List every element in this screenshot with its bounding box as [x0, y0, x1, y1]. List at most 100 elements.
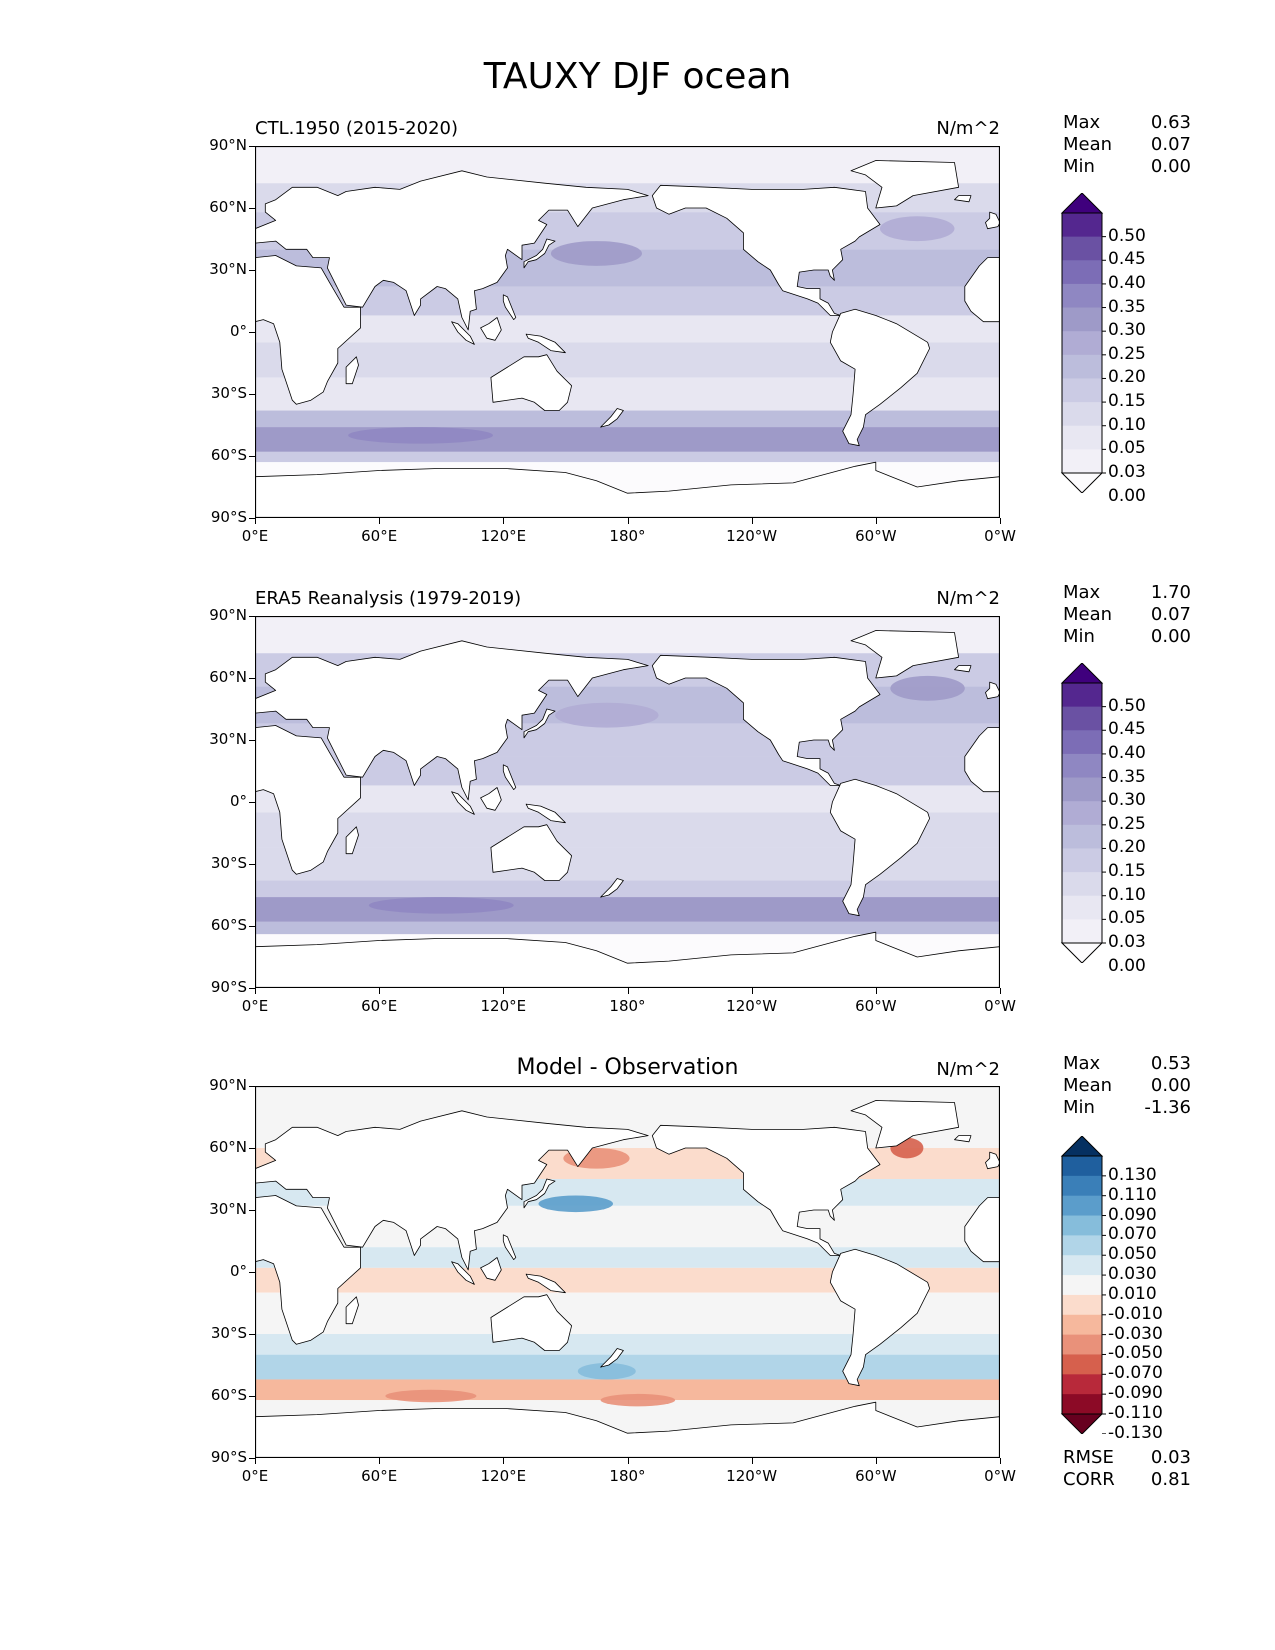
x-tick-label: 0°E	[241, 527, 269, 545]
figure-title: TAUXY DJF ocean	[483, 56, 792, 97]
colorbar-segment	[1062, 1294, 1102, 1316]
colorbar-extend-max	[1060, 663, 1104, 684]
land-south-america	[829, 1248, 930, 1387]
colorbar-svg	[1060, 663, 1106, 963]
colorbar-segment	[1062, 1314, 1102, 1336]
y-tick-label: 90°N	[209, 1076, 247, 1094]
panel-units: N/m^2	[936, 118, 1000, 139]
colorbar-label: 0.05	[1108, 438, 1146, 459]
land-africa	[255, 725, 361, 875]
land-uk	[985, 1151, 1000, 1170]
land-south-america	[829, 778, 930, 917]
land-iceland	[954, 195, 972, 203]
colorbar-label: 0.35	[1108, 766, 1146, 787]
colorbar-label: -0.130	[1108, 1422, 1163, 1443]
y-tick-label: 0°	[229, 792, 247, 810]
y-tick	[249, 1148, 255, 1149]
colorbar-label: 0.20	[1108, 367, 1146, 388]
colorbar-label: -0.070	[1108, 1363, 1163, 1384]
y-tick	[249, 518, 255, 519]
land-africa-west	[964, 727, 1000, 793]
x-tick-label: 180°	[609, 997, 646, 1015]
colorbar-frame	[1061, 682, 1103, 944]
land-japan	[523, 708, 556, 739]
colorbar-label: 0.050	[1108, 1244, 1157, 1265]
colorbar-segment	[1062, 1215, 1102, 1236]
colorbar-label: -0.090	[1108, 1383, 1163, 1404]
y-tick-label: 30°N	[209, 730, 247, 748]
colorbar-label: 0.40	[1108, 742, 1146, 763]
y-tick	[249, 270, 255, 271]
stat-min: Min -1.36	[1063, 1097, 1191, 1118]
field-band	[255, 756, 1000, 786]
y-tick	[249, 740, 255, 741]
x-tick-label: 60°E	[361, 527, 398, 545]
x-tick-label: 60°E	[361, 997, 398, 1015]
x-tick-label: 60°W	[855, 1467, 897, 1485]
colorbar-segment	[1062, 236, 1102, 261]
y-tick	[249, 394, 255, 395]
y-tick-label: 30°S	[210, 384, 247, 402]
x-tick	[751, 518, 753, 524]
x-tick-label: 180°	[609, 1467, 646, 1485]
colorbar-segment	[1062, 824, 1102, 849]
x-tick	[379, 988, 381, 994]
colorbar-label: 0.05	[1108, 908, 1146, 929]
x-tick-label: 120°E	[480, 997, 527, 1015]
x-tick	[875, 1458, 877, 1464]
coastlines	[255, 1100, 1000, 1458]
field-feature	[879, 216, 955, 242]
y-tick-label: 90°S	[210, 508, 247, 526]
land-new-zealand	[600, 1348, 624, 1368]
colorbar-label: 0.35	[1108, 296, 1146, 317]
colorbar-segment	[1062, 449, 1102, 474]
colorbar-label: 0.25	[1108, 813, 1146, 834]
colorbar-extend-min	[1060, 472, 1104, 493]
colorbar-extend-max	[1060, 193, 1104, 214]
x-tick	[1000, 1458, 1001, 1464]
panel-units: N/m^2	[936, 1059, 1000, 1080]
x-tick-label: 120°E	[480, 527, 527, 545]
x-tick-label: 0°E	[241, 997, 269, 1015]
colorbar-segment	[1062, 730, 1102, 755]
colorbar-label: 0.50	[1108, 695, 1146, 716]
colorbar-segment	[1062, 1394, 1102, 1415]
x-tick	[875, 988, 877, 994]
y-tick-label: 30°S	[210, 854, 247, 872]
colorbar-segment	[1062, 307, 1102, 332]
land-madagascar	[345, 826, 359, 855]
colorbar-label: -0.030	[1108, 1323, 1163, 1344]
colorbar-extend-max	[1060, 1136, 1104, 1157]
land-eurasia	[255, 170, 649, 331]
field-feature	[538, 1195, 614, 1213]
colorbar-label: 0.30	[1108, 790, 1146, 811]
y-tick-label: 60°S	[210, 916, 247, 934]
land-sumatra	[451, 1261, 475, 1285]
colorbar-segment	[1062, 331, 1102, 356]
colorbar-segment	[1062, 1374, 1102, 1395]
land-australia	[490, 354, 572, 411]
colorbar-label: 0.00	[1108, 955, 1146, 976]
colorbar-segment	[1062, 354, 1102, 379]
x-tick	[1000, 518, 1001, 524]
land-africa-west	[964, 257, 1000, 323]
panel-title: Model - Observation	[516, 1055, 739, 1080]
y-tick-label: 90°S	[210, 978, 247, 996]
y-tick-label: 30°N	[209, 1200, 247, 1218]
y-tick-label: 0°	[229, 1262, 247, 1280]
colorbar-label: 0.25	[1108, 343, 1146, 364]
land-antarctica	[255, 461, 1000, 518]
y-tick	[249, 1086, 255, 1087]
y-tick	[249, 864, 255, 865]
metrics-box: RMSE 0.03 CORR 0.81	[1063, 1447, 1191, 1491]
land-eurasia	[255, 640, 649, 801]
colorbar-segment	[1062, 425, 1102, 450]
x-tick	[503, 1458, 505, 1464]
colorbar-label: 0.45	[1108, 249, 1146, 270]
land-australia	[490, 824, 572, 881]
y-tick	[249, 678, 255, 679]
x-tick-label: 0°W	[984, 997, 1016, 1015]
x-tick-label: 60°E	[361, 1467, 398, 1485]
land-greenland	[850, 1100, 959, 1149]
metric-rmse: RMSE 0.03	[1063, 1447, 1191, 1468]
